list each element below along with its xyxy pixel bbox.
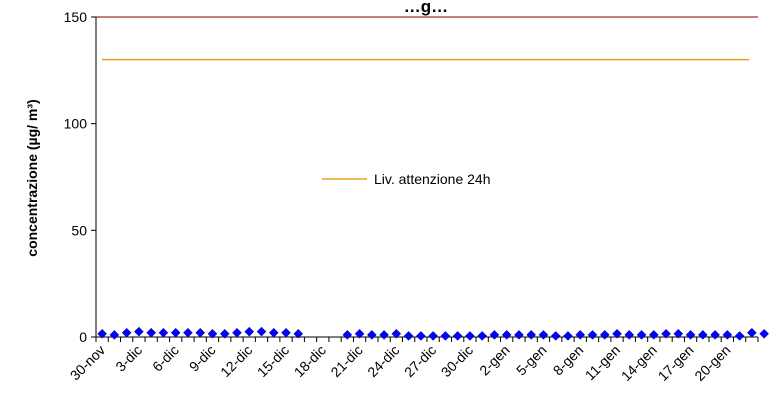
data-point bbox=[293, 328, 304, 339]
data-point bbox=[489, 330, 500, 340]
data-point bbox=[207, 328, 218, 339]
data-point bbox=[538, 330, 549, 340]
data-point bbox=[722, 330, 733, 340]
y-axis-label: concentrazione (µg/ m³) bbox=[24, 99, 40, 256]
data-point bbox=[219, 328, 230, 339]
data-point bbox=[710, 330, 720, 340]
plot-area: 0 50 100 150 30-nov 3-dic 6-dic 9-dic12-dic15-d… bbox=[64, 9, 769, 384]
data-point bbox=[146, 327, 157, 338]
y-tick-label: 50 bbox=[71, 222, 87, 238]
x-tick-label: 9-dic bbox=[186, 342, 219, 375]
data-point bbox=[403, 331, 414, 341]
legend: Liv. attenzione 24h bbox=[322, 171, 491, 187]
x-tick-label: 6-dic bbox=[149, 342, 182, 375]
x-tick-label: 12-dic bbox=[217, 342, 255, 380]
data-point bbox=[416, 331, 426, 341]
data-point bbox=[673, 328, 684, 339]
data-point bbox=[465, 331, 475, 341]
data-point bbox=[195, 327, 206, 338]
data-point bbox=[599, 330, 610, 340]
data-point bbox=[183, 327, 193, 338]
x-tick-label: 20-gen bbox=[691, 342, 733, 384]
data-point bbox=[501, 330, 512, 340]
data-point bbox=[232, 327, 242, 338]
data-point bbox=[428, 331, 438, 341]
x-tick-label: 3-dic bbox=[112, 342, 145, 375]
data-point bbox=[697, 330, 708, 340]
x-tick-label: 30-nov bbox=[67, 342, 109, 384]
data-point bbox=[134, 326, 144, 337]
data-point bbox=[121, 327, 132, 338]
x-tick-label: 27-dic bbox=[401, 342, 439, 380]
y-tick-label: 0 bbox=[79, 329, 87, 345]
data-point bbox=[281, 327, 291, 338]
x-tick-label: 17-gen bbox=[655, 342, 697, 384]
data-point bbox=[563, 331, 573, 341]
data-point bbox=[636, 330, 647, 340]
data-point bbox=[256, 326, 267, 337]
data-point bbox=[342, 330, 353, 340]
data-point bbox=[391, 328, 402, 339]
data-point bbox=[747, 327, 757, 338]
data-point bbox=[575, 330, 586, 340]
data-point bbox=[550, 331, 561, 341]
data-point bbox=[587, 330, 598, 340]
data-point bbox=[170, 327, 181, 338]
x-tick-label: 24-dic bbox=[364, 342, 402, 380]
data-point bbox=[661, 328, 671, 339]
data-point bbox=[514, 330, 524, 340]
data-point bbox=[685, 330, 696, 340]
data-point bbox=[648, 330, 659, 340]
legend-threshold-label: Liv. attenzione 24h bbox=[374, 171, 491, 187]
x-tick-label: 11-gen bbox=[582, 342, 623, 383]
x-tick-label: 14-gen bbox=[618, 342, 660, 384]
x-tick-label: 21-dic bbox=[327, 342, 365, 380]
data-point bbox=[268, 327, 279, 338]
data-point bbox=[759, 328, 769, 339]
x-tick-label: 15-dic bbox=[254, 342, 292, 380]
data-point bbox=[244, 326, 255, 337]
data-point bbox=[477, 331, 488, 341]
data-point bbox=[440, 331, 451, 341]
x-tick-label: 18-dic bbox=[291, 342, 329, 380]
data-point bbox=[379, 330, 389, 340]
y-tick-label: 100 bbox=[64, 116, 88, 132]
data-point bbox=[158, 327, 169, 338]
x-tick-label: 8-gen bbox=[550, 342, 587, 379]
data-point bbox=[354, 328, 365, 339]
chart-title: …g… bbox=[404, 0, 448, 16]
x-tick-label: 5-gen bbox=[513, 342, 550, 379]
data-point bbox=[97, 328, 107, 339]
data-point bbox=[612, 328, 622, 339]
y-tick-label: 150 bbox=[64, 9, 88, 25]
data-point bbox=[526, 330, 537, 340]
data-point bbox=[452, 331, 463, 341]
data-point bbox=[366, 330, 377, 340]
data-point bbox=[109, 330, 120, 340]
x-tick-label: 30-dic bbox=[438, 342, 476, 380]
data-point bbox=[624, 330, 635, 340]
data-point bbox=[734, 331, 745, 341]
x-tick-label: 2-gen bbox=[476, 342, 513, 379]
